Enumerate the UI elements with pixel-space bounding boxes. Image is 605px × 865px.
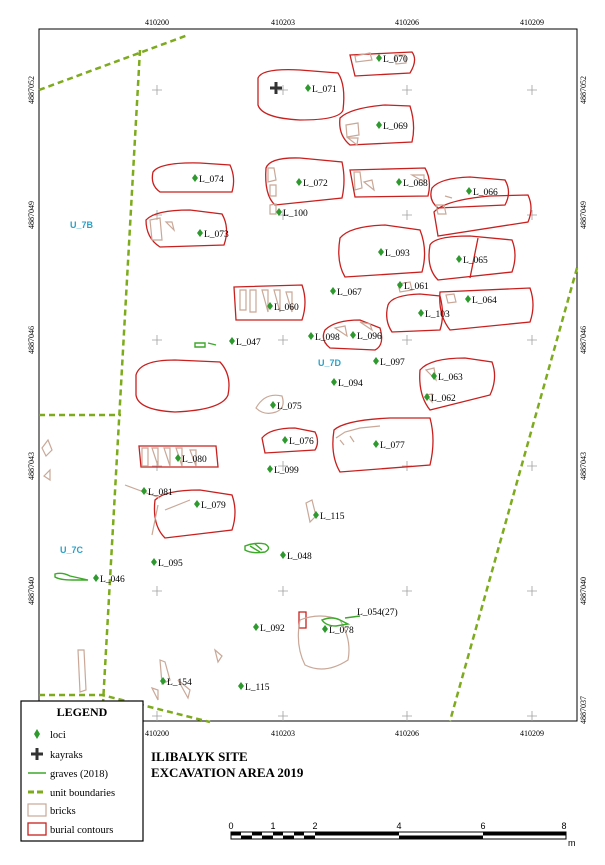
- locus-label: L_046: [100, 575, 125, 585]
- scale-label: 4: [396, 821, 401, 831]
- scale-label: 6: [480, 821, 485, 831]
- scale-label: 1: [270, 821, 275, 831]
- legend-item-loci: loci: [50, 730, 66, 741]
- locus-label: L_062: [431, 394, 456, 404]
- locus-label: L_081: [148, 488, 173, 498]
- locus-label: L_077: [380, 441, 405, 451]
- locus-label: L_095: [158, 559, 183, 569]
- locus-label: L_069: [383, 122, 408, 132]
- legend-item-burial-contours: burial contours: [50, 825, 113, 836]
- x-tick-label-top: 410209: [520, 18, 544, 27]
- locus-label: L_092: [260, 624, 285, 634]
- locus-label: L_115: [245, 683, 270, 693]
- y-tick-label-right: 4887037: [579, 696, 588, 724]
- locus-label: L_047: [236, 338, 261, 348]
- legend-box: [20, 700, 144, 842]
- locus-label: L_065: [463, 256, 488, 266]
- locus-label: L_100: [283, 209, 308, 219]
- y-tick-label-right: 4887052: [579, 76, 588, 104]
- y-tick-label-right: 4887043: [579, 452, 588, 480]
- legend-item-graves: graves (2018): [50, 769, 109, 780]
- locus-label: L_060: [274, 303, 299, 313]
- locus-label: L_075: [277, 402, 302, 412]
- legend-item-bricks: bricks: [50, 806, 76, 817]
- kayrak-marker: [270, 82, 282, 94]
- locus-label: L_115: [320, 512, 345, 522]
- scale-bar: 0 1 2 4 6 8 m: [228, 821, 575, 848]
- locus-label: L_048: [287, 552, 312, 562]
- x-tick-label-top: 410206: [395, 18, 419, 27]
- locus-label: L_071: [312, 85, 337, 95]
- locus-label: L_079: [201, 501, 226, 511]
- map-frame: [38, 28, 578, 722]
- scale-label: 8: [561, 821, 566, 831]
- locus-label: L_067: [337, 288, 362, 298]
- legend-item-kayraks: kayraks: [50, 750, 83, 761]
- loci-layer: L_070 L_071 L_069 L_074 L_072 L_068 L_06…: [93, 54, 498, 693]
- y-tick-label-left: 4887052: [27, 76, 36, 104]
- bricks: [41, 52, 457, 701]
- y-tick-label-left: 4887043: [27, 452, 36, 480]
- x-tick-label-top: 410200: [145, 18, 169, 27]
- locus-label: L_061: [404, 282, 429, 292]
- unit-label: U_7C: [60, 545, 84, 555]
- locus-label: L_099: [274, 466, 299, 476]
- locus-label: L_072: [303, 179, 328, 189]
- locus-label: L_068: [403, 179, 428, 189]
- locus-label: L_080: [182, 455, 207, 465]
- y-tick-label-right: 4887040: [579, 577, 588, 605]
- locus-label: L_093: [385, 249, 410, 259]
- locus-label: L_054(27): [357, 607, 398, 618]
- scale-unit: m: [568, 838, 576, 848]
- locus-label: L_066: [473, 188, 498, 198]
- site-subtitle: EXCAVATION AREA 2019: [151, 765, 304, 780]
- graves-2018: [54, 342, 361, 627]
- locus-label: L_063: [438, 373, 463, 383]
- scale-label: 2: [312, 821, 317, 831]
- x-tick-label-bottom: 410209: [520, 729, 544, 738]
- y-tick-label-left: 4887049: [27, 201, 36, 229]
- y-tick-label-left: 4887046: [27, 326, 36, 354]
- locus-label: L_076: [289, 437, 314, 447]
- legend-item-unit-boundaries: unit boundaries: [50, 788, 115, 799]
- locus-symbol-icon: [34, 729, 40, 739]
- locus-label: L_078: [329, 626, 354, 636]
- unit-label: U_7D: [318, 358, 342, 368]
- locus-label: L_096: [357, 332, 382, 342]
- burial-contour-symbol-icon: [27, 822, 47, 836]
- y-tick-label-left: 4887040: [27, 577, 36, 605]
- y-tick-label-right: 4887049: [579, 201, 588, 229]
- legend: LEGEND loci kayraks graves (2018) unit b…: [20, 700, 144, 842]
- scale-label: 0: [228, 821, 233, 831]
- kayrak-symbol-icon: [31, 748, 43, 760]
- y-tick-label-right: 4887046: [579, 326, 588, 354]
- legend-title: LEGEND: [57, 705, 108, 719]
- x-tick-label-bottom: 410200: [145, 729, 169, 738]
- locus-label: L_064: [472, 296, 497, 306]
- burial-contours: [135, 51, 534, 629]
- site-title: ILIBALYK SITE: [151, 749, 248, 764]
- locus-label: L_073: [204, 230, 229, 240]
- locus-label: L_154: [167, 678, 192, 688]
- x-tick-label-bottom: 410206: [395, 729, 419, 738]
- locus-label: L_098: [315, 333, 340, 343]
- locus-label: L_094: [338, 379, 363, 389]
- locus-label: L_074: [199, 175, 224, 185]
- brick-symbol-icon: [27, 803, 47, 817]
- grid-crosses: [152, 85, 537, 721]
- unit-boundaries: [38, 33, 579, 724]
- locus-label: L_097: [380, 358, 405, 368]
- x-tick-label-bottom: 410203: [271, 729, 295, 738]
- unit-label: U_7B: [70, 220, 94, 230]
- x-tick-label-top: 410203: [271, 18, 295, 27]
- locus-label: L_070: [383, 55, 408, 65]
- locus-label: L_103: [425, 310, 450, 320]
